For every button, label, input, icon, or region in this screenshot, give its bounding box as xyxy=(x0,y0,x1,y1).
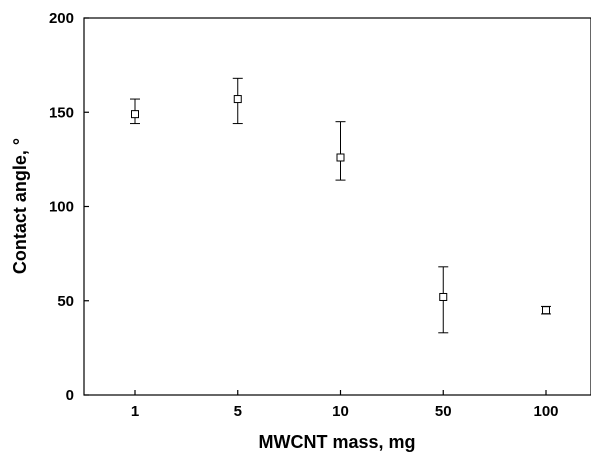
x-tick-label: 50 xyxy=(435,403,452,420)
data-point xyxy=(233,95,242,104)
y-tick-label: 50 xyxy=(57,293,74,310)
y-axis-title: Contact angle, ° xyxy=(10,138,30,274)
x-axis-title: MWCNT mass, mg xyxy=(258,432,415,452)
x-tick-label: 10 xyxy=(332,403,349,420)
data-point-group xyxy=(541,305,551,315)
data-point xyxy=(336,153,345,162)
y-tick-label: 200 xyxy=(49,10,74,27)
x-tick-label: 1 xyxy=(131,403,139,420)
data-point xyxy=(542,306,550,315)
data-point-group xyxy=(130,98,140,125)
data-point-group xyxy=(232,77,243,125)
x-axis-ticks: 1 5 10 50 100 xyxy=(131,390,559,420)
x-tick-label: 5 xyxy=(234,403,242,420)
data-point xyxy=(439,292,448,301)
data-point-group xyxy=(438,266,449,334)
y-axis-ticks: 0 50 100 150 200 xyxy=(49,10,89,404)
plot-frame xyxy=(83,17,591,396)
y-tick-label: 0 xyxy=(66,387,74,404)
data-point-group xyxy=(335,121,346,181)
y-tick-label: 150 xyxy=(49,104,74,121)
x-tick-label: 100 xyxy=(533,403,558,420)
data-points xyxy=(130,77,551,334)
data-point xyxy=(131,110,139,119)
y-tick-label: 100 xyxy=(49,199,74,216)
